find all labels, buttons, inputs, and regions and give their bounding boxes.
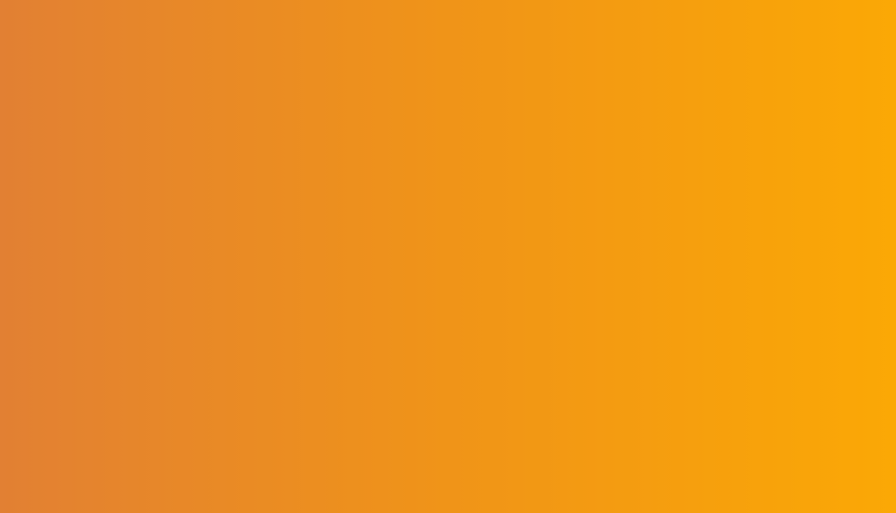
gradient-background <box>0 0 896 513</box>
